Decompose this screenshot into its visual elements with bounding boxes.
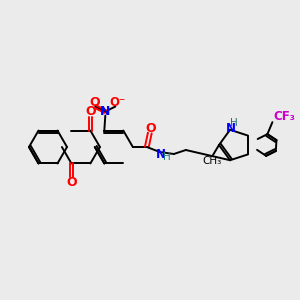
Text: O: O bbox=[89, 96, 100, 109]
Text: H: H bbox=[163, 152, 171, 162]
Text: CH₃: CH₃ bbox=[202, 156, 222, 166]
Text: O: O bbox=[66, 176, 77, 189]
Text: CF₃: CF₃ bbox=[274, 110, 295, 123]
Text: O: O bbox=[146, 122, 156, 134]
Text: N: N bbox=[226, 122, 236, 135]
Text: O: O bbox=[85, 105, 96, 118]
Text: O⁻: O⁻ bbox=[109, 96, 125, 109]
Text: N: N bbox=[100, 105, 110, 118]
Text: H: H bbox=[230, 118, 238, 128]
Text: N: N bbox=[156, 148, 166, 160]
